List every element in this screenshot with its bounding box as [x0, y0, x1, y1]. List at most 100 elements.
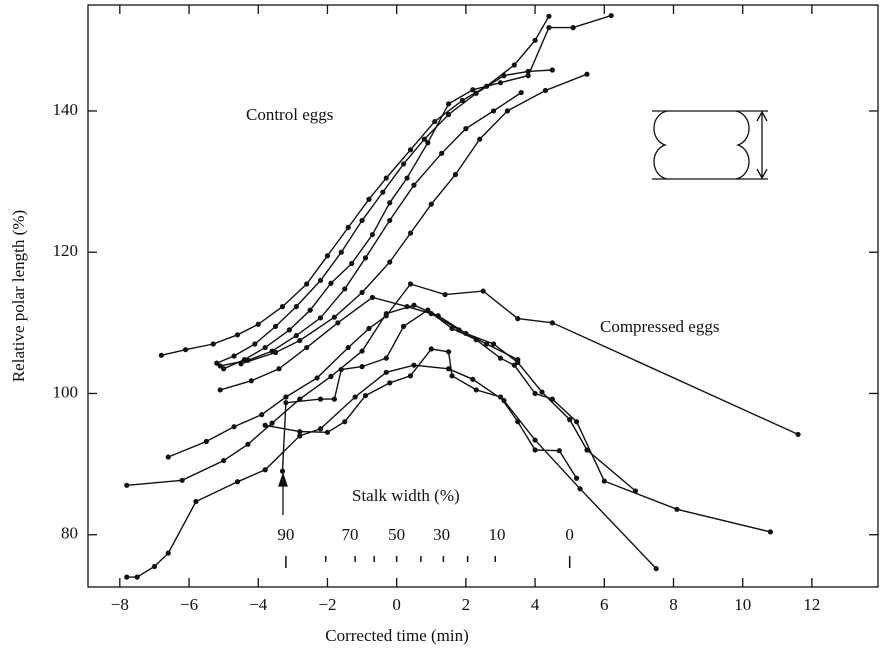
data-point: [532, 437, 538, 443]
data-point: [407, 230, 414, 236]
data-point: [383, 311, 389, 317]
data-point: [283, 400, 289, 406]
data-point: [338, 366, 344, 373]
data-point: [345, 344, 351, 351]
x-tick-label: 6: [600, 595, 609, 614]
data-point: [307, 307, 313, 313]
data-point: [549, 67, 555, 73]
data-point: [515, 316, 521, 322]
data-point: [369, 294, 376, 301]
data-point: [404, 175, 410, 181]
data-point: [532, 390, 538, 397]
data-point: [473, 337, 479, 343]
data-point: [203, 438, 209, 445]
plot-frame: [87, 4, 879, 588]
data-point: [411, 182, 417, 188]
data-point: [477, 136, 483, 142]
data-point: [158, 352, 164, 358]
data-point: [445, 101, 452, 107]
data-point: [407, 147, 414, 153]
x-tick-label: 10: [734, 595, 751, 614]
data-point: [484, 341, 490, 347]
x-tick-label: 12: [803, 595, 820, 614]
data-point: [324, 253, 331, 259]
data-point: [342, 286, 348, 292]
data-point: [674, 506, 680, 512]
data-point: [231, 353, 237, 359]
data-point: [238, 361, 244, 367]
data-point: [359, 289, 365, 296]
y-tick-label: 120: [53, 241, 79, 260]
data-point: [449, 373, 455, 379]
data-point: [383, 175, 389, 181]
series-line: [223, 14, 612, 370]
data-point: [317, 426, 324, 432]
data-point: [767, 529, 773, 535]
data-point: [425, 140, 431, 146]
stalk-label: 90: [277, 525, 294, 544]
data-point: [407, 281, 414, 287]
data-point: [304, 281, 310, 287]
data-point: [283, 394, 289, 400]
data-point: [404, 303, 410, 310]
data-point: [262, 344, 268, 351]
data-point: [293, 303, 299, 310]
data-point: [248, 378, 254, 384]
data-point: [542, 87, 549, 94]
data-point: [653, 566, 659, 572]
data-point: [504, 108, 510, 114]
data-point: [387, 217, 393, 224]
data-point: [445, 111, 452, 118]
data-point: [515, 419, 521, 425]
x-tick-label: 0: [392, 595, 401, 614]
data-point: [546, 25, 552, 31]
x-tick-label: 4: [531, 595, 540, 614]
data-point: [400, 161, 407, 167]
data-point: [387, 259, 393, 265]
data-point: [497, 355, 504, 361]
data-point: [262, 422, 268, 428]
x-tick-label: −6: [180, 595, 198, 614]
data-point: [366, 196, 372, 202]
data-point: [345, 224, 351, 231]
x-tick-label: −4: [249, 595, 268, 614]
data-point: [279, 303, 286, 310]
data-point: [338, 249, 344, 255]
data-point: [387, 200, 393, 206]
data-point: [449, 325, 455, 332]
data-point: [546, 13, 552, 19]
data-point: [124, 482, 130, 488]
data-point: [304, 344, 310, 351]
data-point: [490, 108, 497, 114]
data-point: [577, 486, 583, 492]
annotation: Control eggs: [246, 105, 333, 124]
data-point: [532, 37, 538, 43]
data-point: [297, 337, 303, 344]
data-point: [570, 25, 576, 31]
data-point: [134, 574, 140, 580]
data-point: [231, 424, 237, 430]
data-point: [297, 433, 303, 439]
y-tick-label: 140: [53, 100, 79, 119]
x-tick-label: 2: [462, 595, 471, 614]
data-point: [608, 12, 614, 19]
series-line: [265, 348, 578, 479]
data-point: [362, 255, 369, 261]
data-point: [297, 429, 303, 435]
data-point: [518, 89, 524, 96]
data-point: [342, 419, 348, 425]
y-tick-label: 80: [61, 524, 78, 543]
data-point: [428, 346, 434, 352]
data-point: [473, 90, 479, 96]
data-point: [470, 87, 476, 93]
data-point: [425, 307, 431, 313]
data-point: [795, 431, 801, 438]
data-point: [480, 288, 486, 294]
data-point: [317, 396, 324, 402]
data-point: [214, 360, 220, 366]
data-point: [525, 73, 531, 79]
series-line: [126, 364, 657, 578]
data-point: [400, 323, 407, 329]
y-axis-label: Relative polar length (%): [9, 210, 28, 382]
